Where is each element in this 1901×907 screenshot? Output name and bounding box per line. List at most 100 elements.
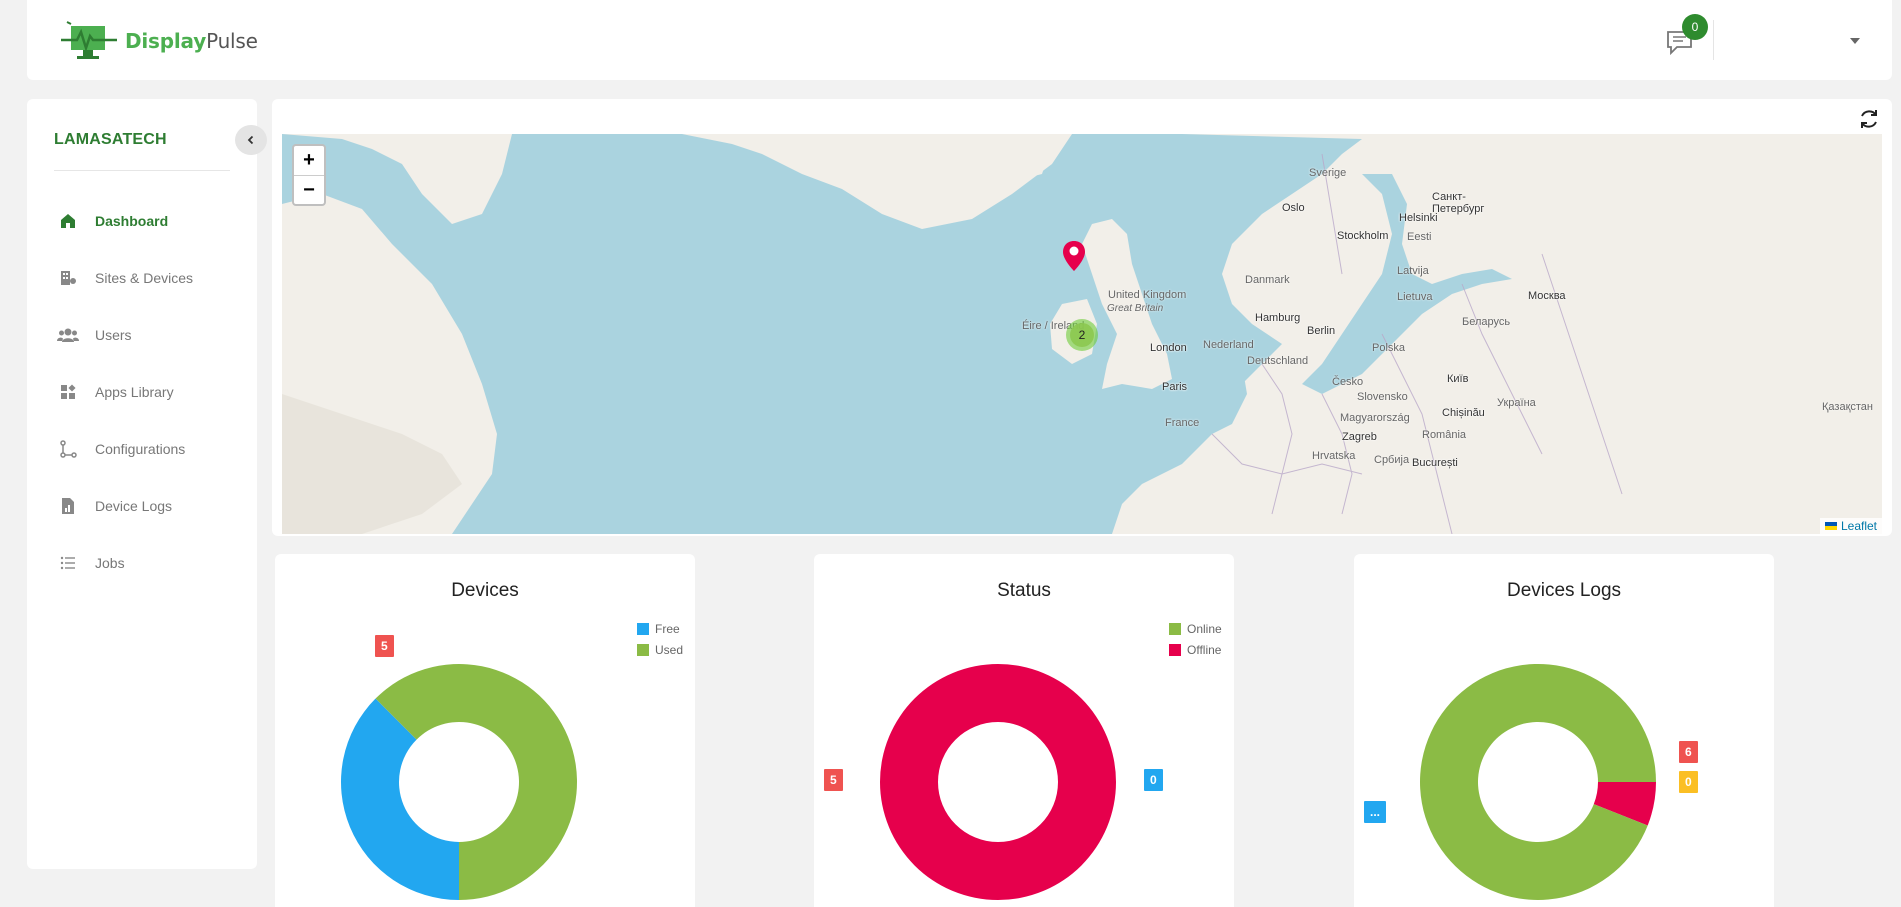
- list-icon: [57, 552, 79, 574]
- map-label: France: [1165, 417, 1200, 429]
- collapse-sidebar-button[interactable]: [235, 125, 267, 155]
- devices-chart-card: Devices Free Used 5: [275, 554, 695, 907]
- data-label-used: 5: [375, 635, 394, 657]
- map-label: Magyarország: [1340, 412, 1410, 424]
- device-logs-chart-card: Devices Logs 6 0 ...: [1354, 554, 1774, 907]
- user-menu-caret-icon[interactable]: [1850, 38, 1860, 44]
- sidebar-item-label: Apps Library: [95, 383, 174, 400]
- sidebar-item-users[interactable]: Users: [27, 306, 257, 363]
- device-logs-donut-chart: [1420, 663, 1656, 900]
- legend-swatch: [1169, 623, 1181, 635]
- sidebar-item-dashboard[interactable]: Dashboard: [27, 192, 257, 249]
- data-label-offline: 5: [824, 769, 843, 791]
- sidebar-item-label: Sites & Devices: [95, 269, 194, 286]
- data-label-c: ...: [1364, 801, 1387, 823]
- zoom-control: + −: [292, 144, 326, 206]
- sidebar-item-configurations[interactable]: Configurations: [27, 420, 257, 477]
- organization-name: LAMASATECH: [54, 131, 167, 148]
- org-divider: [54, 170, 230, 171]
- devices-donut-chart: [341, 664, 577, 900]
- devices-map[interactable]: Sverige Oslo Stockholm Helsinki Санкт-Пе…: [282, 134, 1882, 534]
- donut-slice-free[interactable]: [341, 698, 459, 900]
- legend-item-free[interactable]: Free: [637, 622, 683, 636]
- legend-item-online[interactable]: Online: [1169, 622, 1222, 636]
- attribution-link[interactable]: Leaflet: [1840, 519, 1877, 533]
- legend-swatch: [637, 623, 649, 635]
- sidebar-item-label: Dashboard: [95, 212, 169, 229]
- map-label: Sverige: [1309, 167, 1347, 179]
- map-label: Stockholm: [1337, 230, 1389, 242]
- sidebar: LAMASATECH Dashboard Sites & Devices Use…: [27, 99, 267, 869]
- chart-legend: Free Used: [637, 622, 683, 664]
- map-label: Eesti: [1407, 231, 1432, 243]
- legend-label: Online: [1187, 622, 1222, 636]
- map-pin-icon[interactable]: [1062, 240, 1086, 272]
- chart-title: Devices Logs: [1506, 580, 1622, 601]
- legend-swatch: [1169, 644, 1181, 656]
- map-label: București: [1412, 457, 1458, 469]
- map-label: Hrvatska: [1312, 450, 1356, 462]
- sidebar-item-label: Users: [95, 326, 132, 343]
- map-label: Србија: [1374, 454, 1410, 466]
- config-icon: [57, 438, 79, 460]
- map-label: Česko: [1332, 376, 1364, 388]
- map-label: Helsinki: [1399, 212, 1438, 224]
- map-label: Санкт-Петербург: [1432, 191, 1485, 215]
- chevron-left-icon: [247, 135, 254, 145]
- header-divider: [1713, 20, 1714, 60]
- brand-part1: Display: [125, 29, 207, 53]
- data-label-a: 6: [1679, 741, 1698, 763]
- logs-icon: [57, 495, 79, 517]
- map-label: Oslo: [1282, 202, 1305, 214]
- map-label: Москва: [1528, 290, 1566, 302]
- map-label: Беларусь: [1462, 316, 1511, 328]
- donut-slice-error[interactable]: [1593, 782, 1656, 826]
- map-label: România: [1422, 429, 1467, 441]
- chart-legend: Online Offline: [1169, 622, 1222, 664]
- map-tiles: [282, 134, 1882, 534]
- sidebar-item-label: Configurations: [95, 440, 186, 457]
- refresh-icon[interactable]: [1857, 107, 1881, 131]
- sidebar-item-sites-devices[interactable]: Sites & Devices: [27, 249, 257, 306]
- donut-slice-used[interactable]: [375, 664, 577, 900]
- map-label: Deutschland: [1247, 355, 1309, 367]
- sidebar-item-apps-library[interactable]: Apps Library: [27, 363, 257, 420]
- display-pulse-logo[interactable]: DisplayPulse: [59, 18, 258, 64]
- cluster-count: 2: [1070, 323, 1094, 347]
- sidebar-item-label: Device Logs: [95, 497, 173, 514]
- brand-name: DisplayPulse: [125, 29, 258, 53]
- users-icon: [57, 324, 79, 346]
- legend-swatch: [637, 644, 649, 656]
- map-label: United Kingdom: [1108, 289, 1187, 301]
- donut-slice-offline[interactable]: [880, 664, 1116, 900]
- chart-title: Status: [997, 580, 1051, 601]
- sidebar-nav: Dashboard Sites & Devices Users Apps Lib…: [27, 192, 257, 591]
- data-label-b: 0: [1679, 771, 1698, 793]
- status-chart-card: Status Online Offline 5 0: [814, 554, 1234, 907]
- donut-slice-info[interactable]: [1420, 663, 1656, 900]
- map-label: Paris: [1162, 381, 1188, 393]
- apps-icon: [57, 381, 79, 403]
- device-cluster-marker[interactable]: 2: [1066, 319, 1098, 351]
- notification-badge: 0: [1682, 14, 1708, 40]
- chart-title: Devices: [451, 580, 519, 601]
- zoom-out-button[interactable]: −: [294, 175, 324, 204]
- legend-item-used[interactable]: Used: [637, 643, 683, 657]
- zoom-in-button[interactable]: +: [303, 149, 315, 171]
- map-label: Україна: [1497, 397, 1536, 409]
- map-label: Latvija: [1397, 265, 1429, 277]
- map-label: Қазақстан: [1822, 401, 1873, 413]
- legend-item-offline[interactable]: Offline: [1169, 643, 1222, 657]
- legend-label: Used: [655, 643, 684, 657]
- sidebar-item-device-logs[interactable]: Device Logs: [27, 477, 257, 534]
- ukraine-flag-icon: [1824, 522, 1837, 530]
- sidebar-item-jobs[interactable]: Jobs: [27, 534, 257, 591]
- home-icon: [57, 210, 79, 232]
- map-label: Київ: [1447, 373, 1469, 385]
- map-label: Berlin: [1307, 325, 1336, 337]
- top-header: DisplayPulse 0: [27, 0, 1892, 80]
- map-label: Slovensko: [1357, 391, 1408, 403]
- building-icon: [57, 267, 79, 289]
- legend-label: Free: [655, 622, 680, 636]
- map-attribution[interactable]: Leaflet: [1819, 518, 1882, 534]
